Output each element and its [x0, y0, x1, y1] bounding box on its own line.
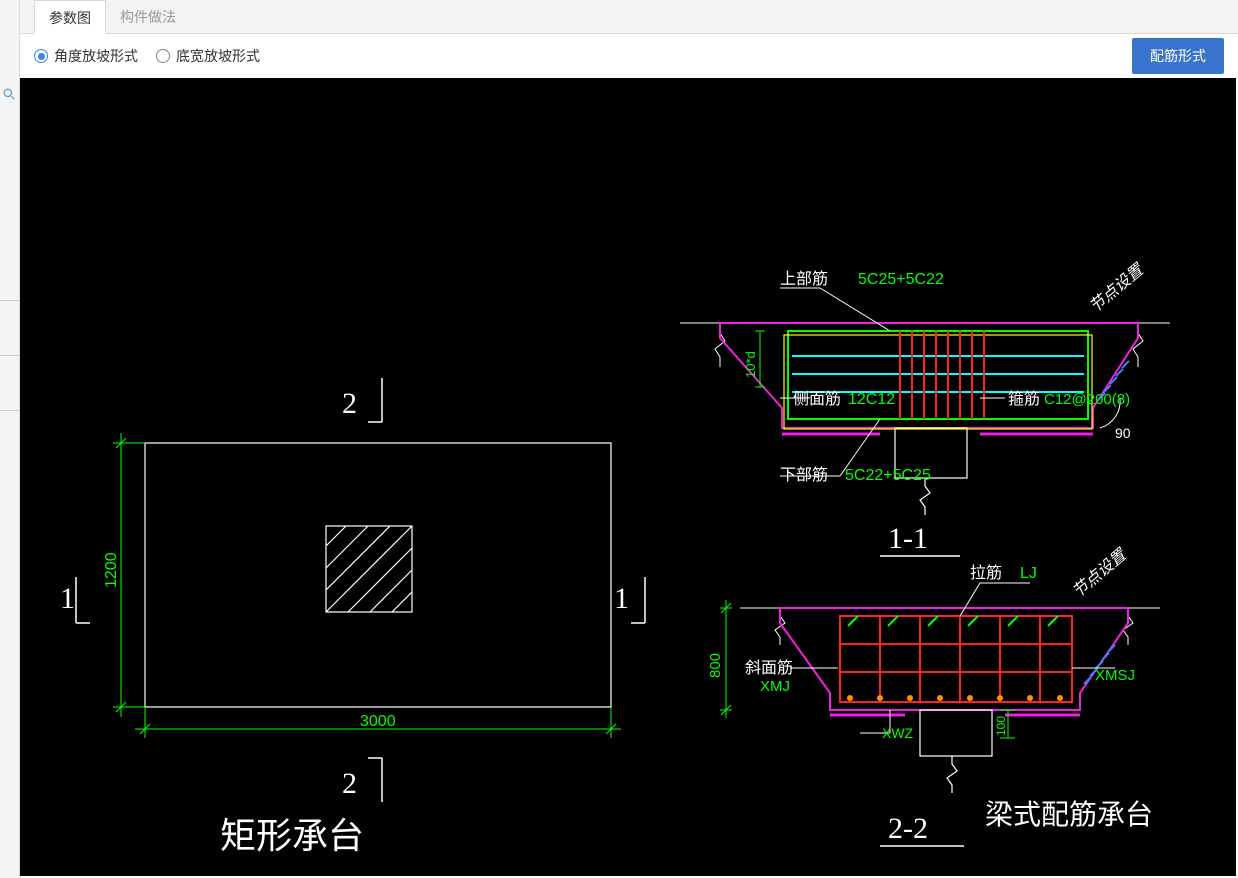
section-mark-1l: 1	[60, 582, 75, 615]
rebar-form-button[interactable]: 配筋形式	[1132, 38, 1224, 74]
toolbar: 角度放坡形式 底宽放坡形式 配筋形式	[20, 34, 1238, 78]
section-mark-1r: 1	[614, 582, 629, 615]
plan-title: 矩形承台	[220, 815, 364, 856]
left-gutter	[0, 0, 20, 878]
search-icon[interactable]	[3, 88, 16, 101]
tab-component-method[interactable]: 构件做法	[106, 0, 190, 33]
bottom-rebar-value: 5C22+5C25	[845, 467, 931, 484]
dim-100: 100	[994, 716, 1008, 736]
skew-value: XMJ	[760, 678, 790, 695]
tab-bar: 参数图 构件做法	[20, 0, 1238, 34]
section22-title-right: 梁式配筋承台	[985, 799, 1153, 830]
stirrup-label: 箍筋	[1008, 390, 1040, 408]
cad-svg: 3000 1200 1 1 2 2 矩形承台	[20, 78, 1236, 876]
node-settings-22[interactable]: 节点设置	[1069, 545, 1131, 601]
dim-height: 1200	[103, 552, 120, 588]
radio-width-slope[interactable]: 底宽放坡形式	[156, 46, 260, 66]
drawing-canvas: 3000 1200 1 1 2 2 矩形承台	[20, 78, 1236, 876]
section-mark-2b: 2	[342, 767, 357, 800]
tie-label: 拉筋	[970, 564, 1002, 582]
dim-10d: 10*d	[743, 351, 758, 378]
top-rebar-label: 上部筋	[780, 270, 828, 288]
dim-800: 800	[707, 653, 724, 678]
side-rebar-label: 侧面筋	[793, 390, 841, 408]
dim-width: 3000	[360, 713, 396, 730]
tab-param-diagram[interactable]: 参数图	[34, 0, 106, 34]
right-value: XMSJ	[1095, 667, 1135, 684]
bottom-value: XWZ	[882, 725, 914, 741]
top-rebar-value: 5C25+5C22	[858, 271, 944, 288]
tie-value: LJ	[1020, 565, 1037, 582]
section-mark-2t: 2	[342, 387, 357, 420]
radio-label: 角度放坡形式	[54, 46, 138, 66]
stirrup-value: C12@200(8)	[1044, 391, 1130, 408]
node-settings-11[interactable]: 节点设置	[1086, 260, 1148, 316]
radio-label: 底宽放坡形式	[176, 46, 260, 66]
angle-label: 90	[1115, 425, 1131, 441]
bottom-rebar-label: 下部筋	[780, 466, 828, 484]
radio-angle-slope[interactable]: 角度放坡形式	[34, 46, 138, 66]
section-title-11: 1-1	[888, 522, 928, 555]
skew-label: 斜面筋	[745, 659, 793, 677]
radio-icon	[34, 49, 48, 63]
radio-icon	[156, 49, 170, 63]
side-rebar-value: 12C12	[848, 391, 895, 408]
section-title-22: 2-2	[888, 812, 928, 845]
